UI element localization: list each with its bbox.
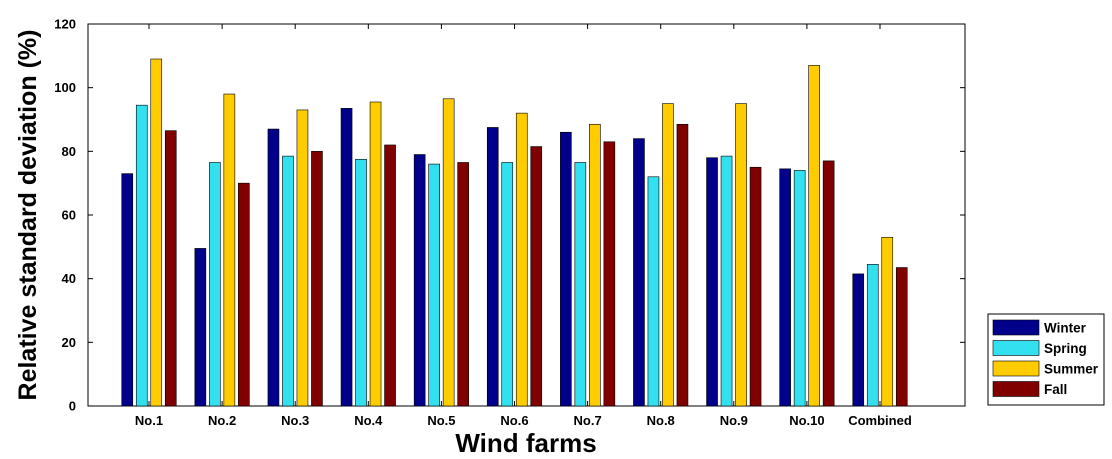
bar-summer	[662, 103, 674, 407]
x-tick-label: No.9	[720, 413, 748, 428]
legend-swatch	[992, 340, 1040, 356]
bar-spring	[720, 155, 733, 407]
y-axis-label: Relative standard deviation (%)	[14, 30, 42, 401]
bar-fall	[164, 130, 177, 407]
bar-fall	[676, 123, 689, 407]
bar-summer	[589, 123, 601, 407]
bar-winter	[340, 108, 353, 407]
bar-spring	[866, 264, 879, 407]
bar-fall	[311, 151, 323, 407]
bar-summer	[808, 65, 820, 407]
bar-summer	[223, 93, 236, 407]
bar-fall	[530, 146, 543, 407]
bar-summer	[735, 103, 747, 407]
bars-group	[121, 58, 908, 407]
legend-swatch	[992, 360, 1040, 377]
bar-winter	[267, 128, 280, 407]
bar-spring	[501, 162, 514, 407]
x-tick-label: No.4	[354, 413, 383, 428]
x-axis: No.1 No.2 No.3 No.4 No.5 No.6 No.7 No.8 No.9 No.1…	[135, 24, 912, 428]
bar-fall	[603, 141, 616, 407]
bar-winter	[121, 173, 134, 407]
bar-fall	[457, 162, 469, 407]
bar-summer	[296, 109, 309, 407]
x-tick-label: No.6	[500, 413, 528, 428]
legend-swatch	[992, 319, 1040, 336]
y-tick-label: 60	[62, 208, 76, 223]
bar-fall	[822, 160, 835, 407]
y-axis: 0 20 40 60 80 100 120	[54, 17, 965, 414]
x-tick-label: No.1	[135, 413, 163, 428]
y-tick-label: 100	[54, 80, 76, 95]
bar-fall	[749, 166, 762, 407]
bar-spring	[428, 163, 440, 407]
y-tick-label: 20	[62, 335, 76, 350]
x-tick-label: No.5	[427, 413, 455, 428]
bar-spring	[282, 155, 294, 407]
bar-fall	[895, 267, 908, 407]
y-tick-label: 40	[62, 271, 76, 286]
bar-summer	[150, 58, 163, 407]
y-tick-label: 80	[62, 144, 76, 159]
bar-winter	[633, 138, 645, 407]
bar-spring	[355, 158, 367, 407]
legend-label: Winter	[1044, 321, 1087, 336]
bar-winter	[194, 248, 207, 407]
bar-summer	[515, 112, 528, 407]
x-tick-label: No.10	[789, 413, 824, 428]
bar-spring	[135, 104, 148, 407]
bar-winter	[706, 157, 718, 407]
x-tick-label: Combined	[848, 413, 912, 428]
bar-spring	[574, 162, 587, 407]
bar-winter	[560, 131, 572, 407]
bar-winter	[413, 154, 426, 407]
y-tick-label: 0	[69, 399, 76, 414]
bar-spring	[793, 170, 806, 407]
x-tick-label: No.7	[574, 413, 602, 428]
legend-label: Spring	[1044, 341, 1087, 356]
bar-winter	[852, 273, 865, 407]
legend-label: Summer	[1044, 362, 1099, 377]
y-tick-label: 120	[54, 17, 76, 32]
x-tick-label: No.8	[647, 413, 675, 428]
bar-fall	[384, 144, 396, 407]
bar-spring	[647, 176, 660, 407]
x-tick-label: No.2	[208, 413, 236, 428]
bar-winter	[486, 127, 499, 407]
bar-summer	[369, 101, 382, 407]
x-axis-label: Wind farms	[455, 428, 596, 458]
legend-swatch	[992, 381, 1040, 397]
bar-winter	[779, 168, 791, 407]
bar-fall	[238, 182, 250, 407]
bar-summer	[881, 236, 894, 407]
bar-summer	[442, 98, 455, 407]
legend: Winter Spring Summer Fall	[987, 313, 1105, 406]
bar-spring	[209, 162, 221, 407]
legend-label: Fall	[1044, 382, 1067, 397]
x-tick-label: No.3	[281, 413, 309, 428]
